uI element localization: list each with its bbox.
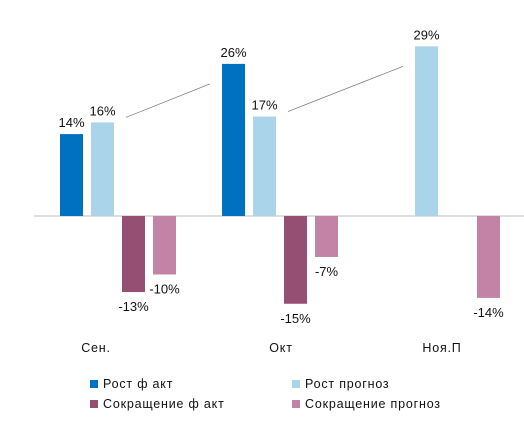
bar-1-0 xyxy=(91,122,114,216)
data-label-1-2: 29% xyxy=(413,27,439,42)
bar-3-2 xyxy=(477,216,500,298)
data-label-0-0: 14% xyxy=(58,115,84,130)
bar-2-0 xyxy=(122,216,145,293)
bar-1-1 xyxy=(253,116,276,216)
bar-1-2 xyxy=(415,46,438,216)
data-label-1-0: 16% xyxy=(89,103,115,118)
data-label-0-1: 26% xyxy=(220,45,246,60)
data-label-3-0: -10% xyxy=(149,282,180,297)
data-label-2-1: -15% xyxy=(280,311,311,326)
bar-3-1 xyxy=(315,216,338,257)
category-label-0: Сен. xyxy=(81,341,111,355)
data-label-3-2: -14% xyxy=(473,305,504,320)
bar-3-0 xyxy=(153,216,176,275)
data-label-3-1: -7% xyxy=(315,264,339,279)
category-label-2: Ноя.П xyxy=(422,341,461,355)
trend-connector-1 xyxy=(287,65,404,112)
bar-0-0 xyxy=(60,134,83,216)
trend-connector-0 xyxy=(125,83,211,118)
bar-0-1 xyxy=(222,63,245,217)
data-label-1-1: 17% xyxy=(251,98,277,113)
bar-2-1 xyxy=(284,216,307,304)
category-label-1: Окт xyxy=(269,341,292,355)
data-label-2-0: -13% xyxy=(118,299,149,314)
